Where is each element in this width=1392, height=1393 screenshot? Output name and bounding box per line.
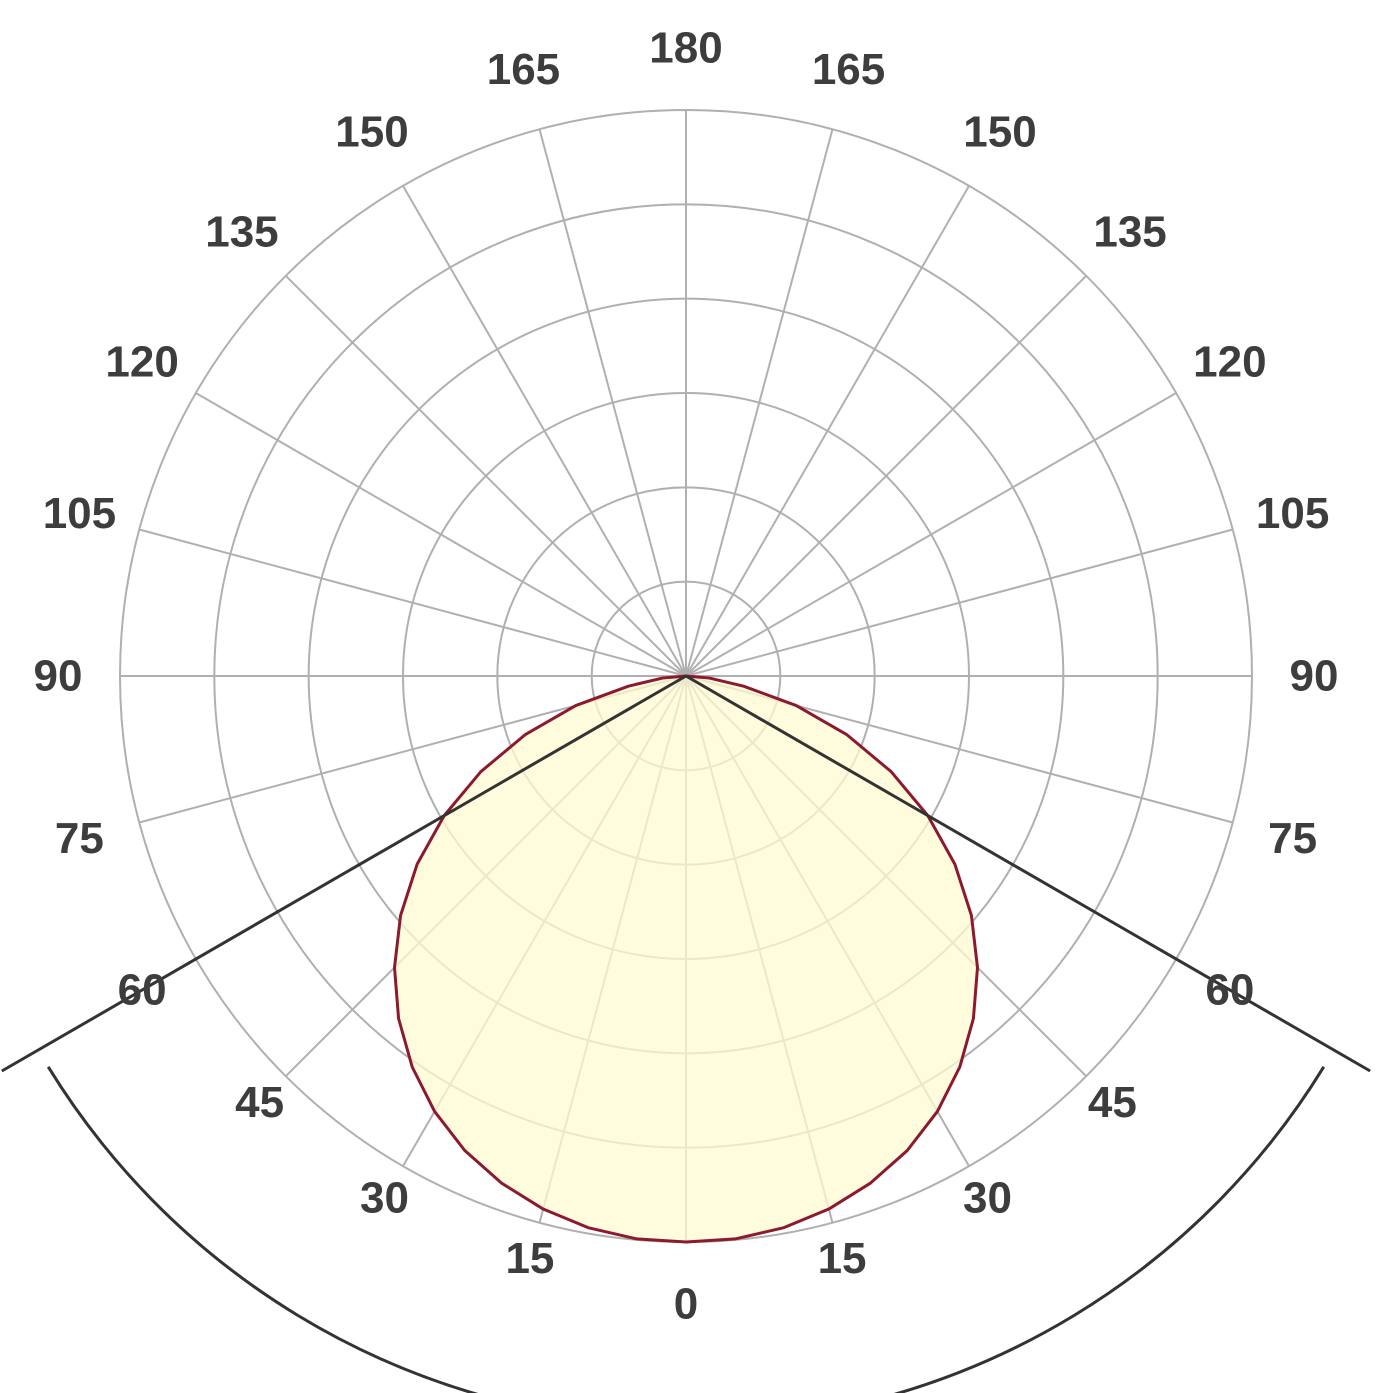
angle-label-7: 120 (105, 338, 178, 387)
grid-spoke-135 (685, 275, 1087, 677)
angle-label-8: 120 (1193, 338, 1266, 387)
grid-spoke-150 (685, 185, 970, 677)
angle-label-6: 135 (1093, 207, 1166, 256)
angle-label-20: 30 (963, 1174, 1012, 1223)
angle-label-12: 90 (1290, 652, 1339, 701)
intensity-curve (393, 674, 979, 1244)
angle-label-14: 75 (1268, 814, 1317, 863)
angle-label-13: 75 (55, 814, 104, 863)
angle-label-11: 90 (34, 652, 83, 701)
grid-spoke-105 (685, 528, 1233, 677)
grid-spoke-255 (139, 528, 687, 677)
angle-label-22: 15 (818, 1234, 867, 1283)
angle-label-4: 150 (963, 108, 1036, 157)
angle-label-23: 0 (674, 1280, 698, 1329)
beam-arc (46, 1066, 1326, 1393)
angle-label-16: 60 (1205, 966, 1254, 1015)
grid-spoke-195 (538, 129, 687, 677)
angle-label-10: 105 (1256, 489, 1329, 538)
angle-label-18: 45 (1088, 1078, 1137, 1127)
beam-line-right (685, 674, 1371, 1073)
angle-label-9: 105 (43, 489, 116, 538)
angle-label-2: 165 (812, 45, 885, 94)
angle-label-17: 45 (235, 1078, 284, 1127)
beam-angle-indicator (1, 674, 1371, 1393)
grid-spoke-165 (685, 129, 834, 677)
angle-label-1: 165 (487, 45, 560, 94)
angle-label-19: 30 (360, 1174, 409, 1223)
angle-label-21: 15 (505, 1234, 554, 1283)
grid-spoke-240 (195, 392, 687, 677)
angle-label-0: 180 (649, 24, 722, 73)
grid-spoke-225 (285, 275, 687, 677)
angle-label-5: 135 (205, 207, 278, 256)
intensity-curve-layer (393, 674, 979, 1244)
angle-label-3: 150 (335, 108, 408, 157)
angle-label-15: 60 (118, 966, 167, 1015)
grid-spoke-210 (402, 185, 687, 677)
grid-spoke-120 (685, 392, 1177, 677)
beam-line-left (1, 674, 687, 1073)
